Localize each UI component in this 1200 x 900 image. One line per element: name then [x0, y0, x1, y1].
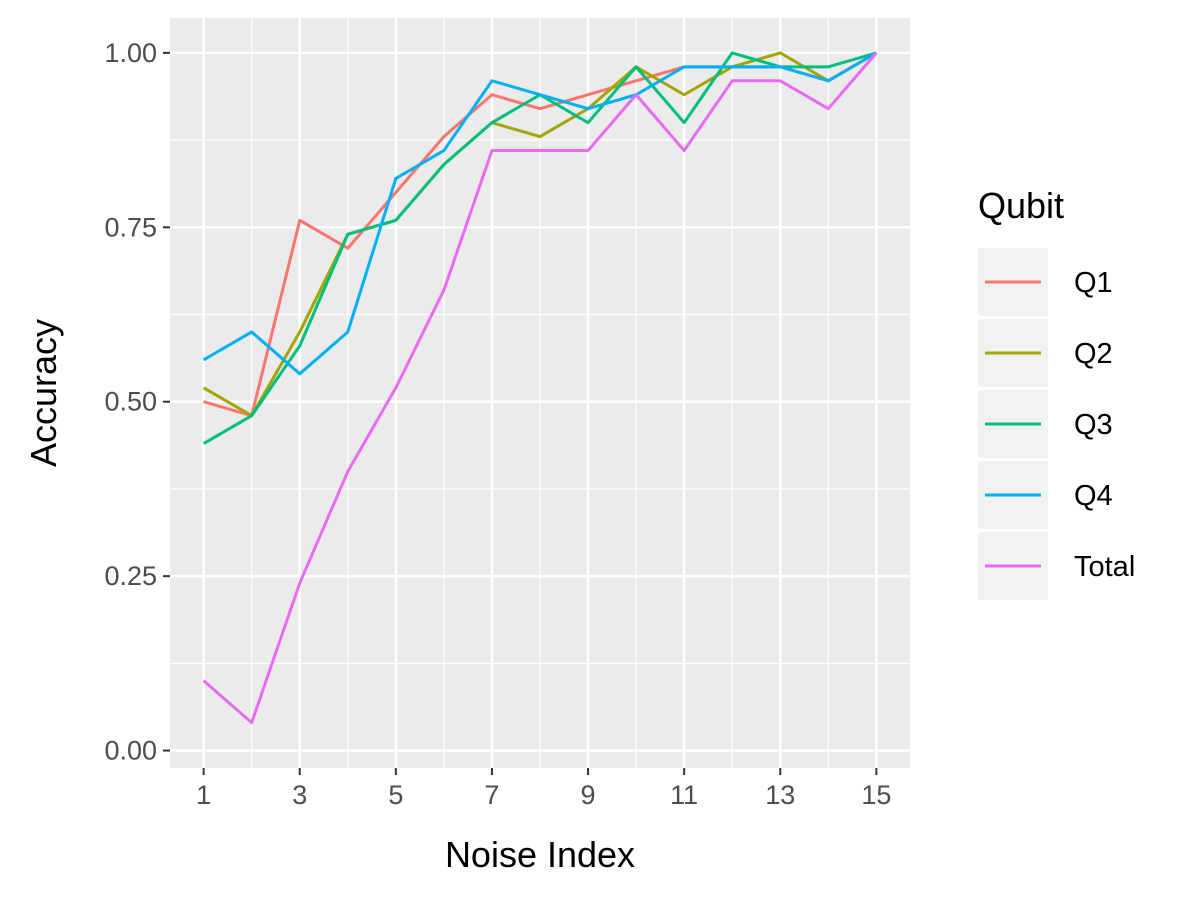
y-tick-label: 0.25 [104, 561, 157, 591]
x-tick-label: 5 [388, 780, 403, 810]
series-lines [202, 51, 878, 725]
y-tick-label: 0.50 [104, 387, 157, 417]
legend-item-q1: Q1 [978, 248, 1113, 316]
y-tick-label: 0.75 [104, 212, 157, 242]
x-axis: 1 3 5 7 9 11 13 15 [196, 768, 891, 810]
legend: Qubit Q1 Q2 Q3 Q4 Total [978, 185, 1135, 600]
legend-label: Q2 [1074, 338, 1113, 370]
legend-label: Q3 [1074, 409, 1113, 441]
x-axis-title: Noise Index [445, 834, 635, 875]
y-axis: 0.00 0.25 0.50 0.75 1.00 [104, 38, 170, 766]
legend-item-q3: Q3 [978, 390, 1113, 458]
minor-gridlines [170, 18, 910, 768]
legend-label: Q4 [1074, 480, 1113, 512]
y-axis-title: Accuracy [23, 319, 64, 467]
major-gridlines [170, 18, 910, 768]
x-tick-label: 9 [581, 780, 596, 810]
x-tick-label: 1 [196, 780, 211, 810]
x-tick-label: 15 [861, 780, 891, 810]
legend-label: Total [1074, 551, 1135, 583]
series-line-q2 [202, 51, 878, 418]
x-tick-label: 3 [292, 780, 307, 810]
x-tick-label: 13 [765, 780, 795, 810]
series-line-q4 [202, 51, 878, 376]
y-tick-label: 0.00 [104, 736, 157, 766]
legend-item-total: Total [978, 532, 1135, 600]
legend-label: Q1 [1074, 267, 1113, 299]
x-tick-label: 7 [484, 780, 499, 810]
x-tick-label: 11 [670, 780, 698, 810]
legend-item-q4: Q4 [978, 461, 1113, 529]
legend-item-q2: Q2 [978, 319, 1113, 387]
y-tick-label: 1.00 [104, 38, 157, 68]
series-line-total [202, 51, 878, 725]
legend-title: Qubit [978, 185, 1064, 226]
